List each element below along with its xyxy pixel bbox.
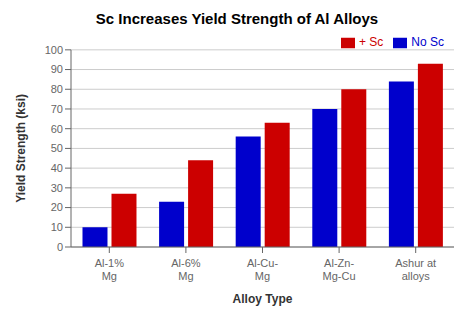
svg-text:0: 0 — [57, 241, 63, 253]
svg-text:40: 40 — [51, 162, 63, 174]
svg-text:10: 10 — [51, 221, 63, 233]
svg-text:70: 70 — [51, 103, 63, 115]
svg-text:60: 60 — [51, 123, 63, 135]
svg-text:20: 20 — [51, 201, 63, 213]
svg-text:30: 30 — [51, 182, 63, 194]
svg-text:Al-Zn-Mg-Cu: Al-Zn-Mg-Cu — [323, 257, 356, 282]
svg-text:90: 90 — [51, 63, 63, 75]
svg-text:50: 50 — [51, 142, 63, 154]
svg-text:Ashur atalloys: Ashur atalloys — [395, 257, 436, 282]
svg-text:Al-Cu-Mg: Al-Cu-Mg — [247, 257, 279, 282]
svg-text:Al-1%Mg: Al-1%Mg — [95, 257, 125, 282]
svg-text:Alloy Type: Alloy Type — [233, 292, 293, 306]
html-text:Sc Increases Yield Strength of: Sc Increases Yield Strength of Al Alloys — [95, 10, 379, 27]
svg-text:Al-6%Mg: Al-6%Mg — [171, 257, 201, 282]
html-text:No Sc: No Sc — [411, 35, 444, 49]
svg-text:100: 100 — [45, 44, 63, 56]
svg-text:80: 80 — [51, 83, 63, 95]
svg-text:Yield Strength (ksi): Yield Strength (ksi) — [14, 94, 28, 203]
html-text:+ Sc: + Sc — [359, 35, 384, 49]
